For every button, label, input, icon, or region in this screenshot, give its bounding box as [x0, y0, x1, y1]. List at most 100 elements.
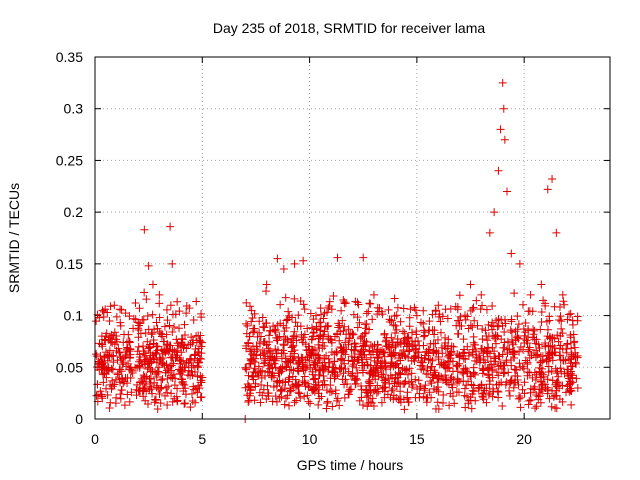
data-point	[131, 315, 140, 324]
data-point	[366, 350, 375, 359]
data-point	[538, 386, 547, 395]
data-point	[528, 373, 537, 382]
data-point	[197, 313, 206, 322]
data-point	[146, 365, 155, 374]
data-point	[139, 386, 148, 395]
data-point	[283, 391, 292, 400]
data-point	[470, 316, 479, 325]
data-point	[485, 373, 494, 382]
data-point	[439, 399, 448, 408]
data-point	[573, 351, 582, 360]
data-point	[435, 360, 444, 369]
data-point	[551, 364, 560, 373]
data-point	[280, 341, 289, 350]
data-point	[312, 311, 321, 320]
data-point	[537, 280, 546, 289]
data-point	[160, 322, 169, 331]
data-point	[127, 366, 136, 375]
data-point	[338, 316, 347, 325]
data-point	[244, 339, 253, 348]
data-point	[136, 329, 145, 338]
data-point	[446, 389, 455, 398]
data-point	[282, 316, 291, 325]
data-point	[541, 301, 550, 310]
data-point	[420, 331, 429, 340]
data-point	[247, 345, 256, 354]
data-point	[334, 319, 343, 328]
data-point	[252, 342, 261, 351]
data-point	[315, 394, 324, 403]
data-point	[281, 354, 290, 363]
data-point	[484, 343, 493, 352]
data-point	[311, 380, 320, 389]
data-point	[175, 355, 184, 364]
data-point	[550, 348, 559, 357]
data-point	[455, 291, 464, 300]
data-point	[429, 373, 438, 382]
data-point	[250, 364, 259, 373]
data-point	[557, 317, 566, 326]
data-point	[116, 305, 125, 314]
data-point	[351, 342, 360, 351]
data-point	[135, 304, 144, 313]
data-point	[266, 326, 275, 335]
data-point	[434, 349, 443, 358]
data-point	[455, 351, 464, 360]
data-point	[439, 390, 448, 399]
data-point	[143, 355, 152, 364]
data-point	[490, 347, 499, 356]
data-point	[339, 369, 348, 378]
data-point	[407, 356, 416, 365]
data-point	[389, 391, 398, 400]
data-point	[311, 350, 320, 359]
data-point	[567, 352, 576, 361]
data-point	[536, 325, 545, 334]
data-point	[155, 290, 164, 299]
data-point	[173, 297, 182, 306]
data-point	[192, 331, 201, 340]
data-point	[268, 369, 277, 378]
data-point	[264, 391, 273, 400]
data-point	[322, 404, 331, 413]
data-point	[355, 350, 364, 359]
y-tick-label: 0.2	[64, 204, 84, 220]
data-point	[290, 294, 299, 303]
data-point	[117, 305, 126, 314]
data-point	[341, 375, 350, 384]
data-point	[242, 298, 251, 307]
data-point	[284, 358, 293, 367]
data-point	[117, 386, 126, 395]
data-point	[315, 366, 324, 375]
data-point	[478, 301, 487, 310]
data-point	[249, 368, 258, 377]
data-point	[568, 373, 577, 382]
data-point	[182, 309, 191, 318]
data-point	[314, 400, 323, 409]
data-point	[453, 361, 462, 370]
data-point	[166, 222, 175, 231]
data-point	[366, 341, 375, 350]
data-point	[252, 350, 261, 359]
data-point	[92, 317, 101, 326]
data-point	[189, 316, 198, 325]
data-point	[176, 365, 185, 374]
data-point	[124, 359, 133, 368]
data-point	[393, 373, 402, 382]
data-point	[461, 355, 470, 364]
data-point	[366, 379, 375, 388]
data-point	[176, 342, 185, 351]
data-point	[192, 297, 201, 306]
data-point	[466, 393, 475, 402]
data-point	[498, 350, 507, 359]
data-point	[520, 389, 529, 398]
data-point	[100, 335, 109, 344]
data-point	[167, 389, 176, 398]
data-point	[103, 308, 112, 317]
data-point	[168, 397, 177, 406]
data-point	[101, 332, 110, 341]
data-point	[265, 347, 274, 356]
data-point	[103, 366, 112, 375]
data-point	[277, 367, 286, 376]
data-point	[92, 350, 101, 359]
data-point	[344, 325, 353, 334]
